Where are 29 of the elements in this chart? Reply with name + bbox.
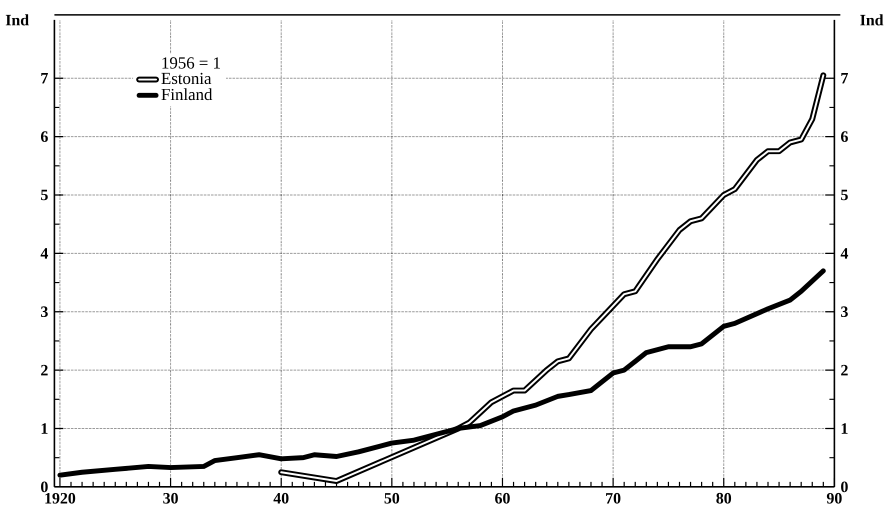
y2-tick-label: 1 (842, 423, 848, 434)
y-tick-label: 0 (41, 482, 48, 492)
x-tick-label: 30 (163, 493, 178, 504)
y-tick-label: 7 (41, 73, 48, 84)
y2-tick-label: 4 (840, 248, 848, 259)
y-axis-title: Ind (6, 14, 29, 26)
legend-title: 1956 = 1 (162, 57, 220, 69)
x-tick-label: 1920 (45, 493, 76, 504)
y2-tick-label: 5 (841, 190, 848, 200)
y2-axis-title: Ind (860, 14, 884, 26)
y2-tick-label: 7 (841, 73, 848, 84)
x-tick-label: 90 (826, 493, 842, 504)
legend-label: Estonia (161, 72, 212, 84)
y-tick-label: 6 (40, 131, 48, 142)
y2-tick-label: 0 (841, 482, 848, 492)
y-tick-label: 4 (40, 248, 48, 259)
x-tick-label: 60 (495, 493, 510, 504)
y-tick-label: 1 (42, 423, 48, 434)
y-tick-label: 2 (41, 365, 48, 376)
y2-tick-label: 6 (841, 131, 848, 142)
x-tick-label: 40 (274, 493, 289, 504)
x-tick-label: 50 (384, 493, 400, 504)
x-tick-label: 80 (716, 493, 732, 504)
y-tick-label: 5 (41, 190, 48, 200)
y2-tick-label: 2 (841, 365, 848, 376)
y-tick-label: 3 (41, 306, 48, 318)
y2-tick-label: 3 (841, 306, 848, 318)
legend-label: Finland (161, 88, 212, 100)
x-tick-label: 70 (606, 493, 620, 504)
